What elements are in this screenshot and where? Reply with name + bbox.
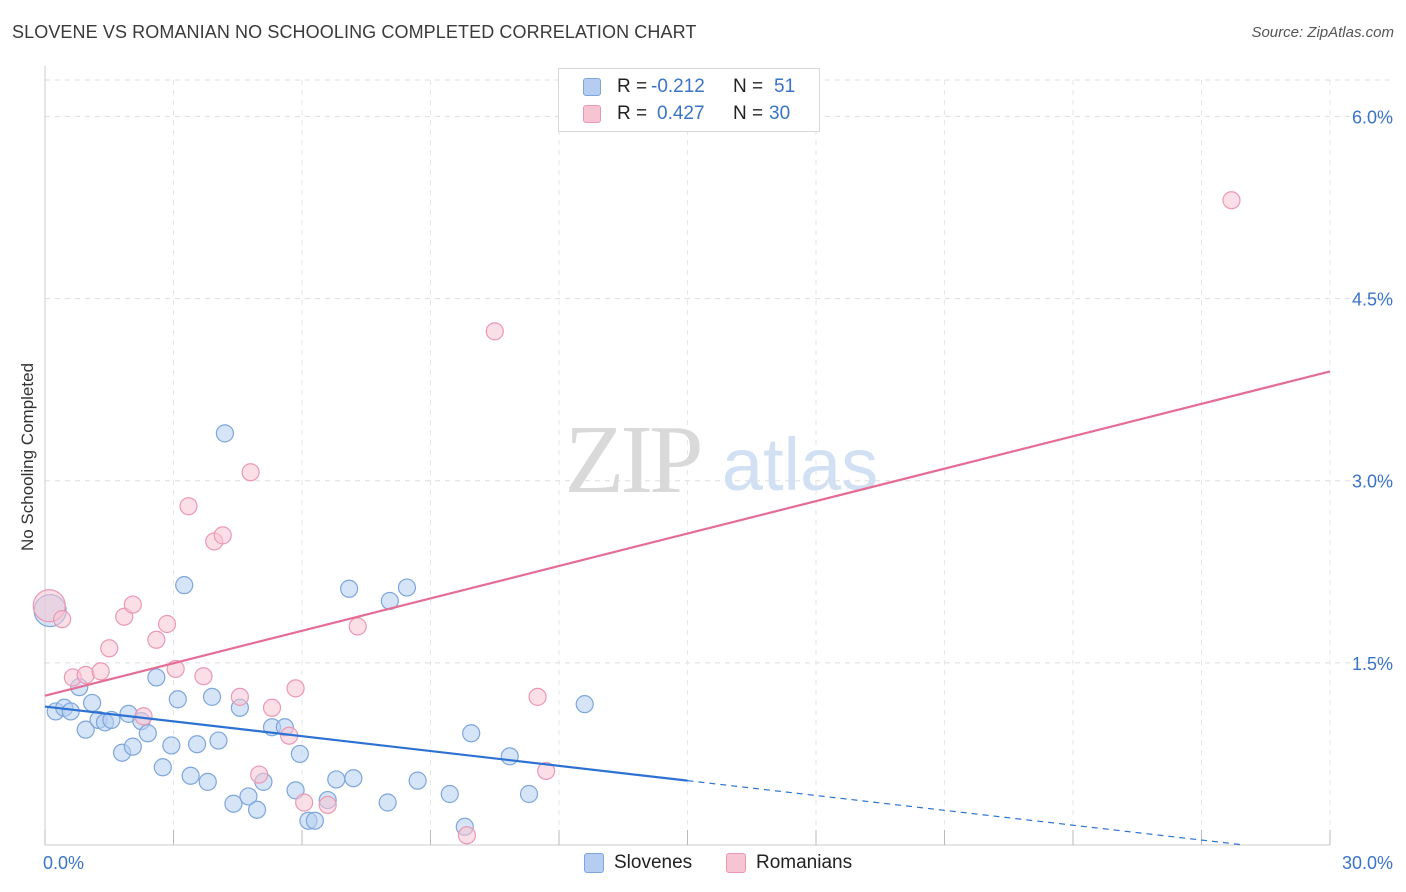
slovenes-point — [209, 731, 228, 750]
trend-layer — [44, 370, 1331, 846]
legend-swatch-slovenes — [583, 78, 601, 96]
romanians-point — [76, 665, 95, 685]
legend-r-label: R = — [617, 76, 648, 97]
bottom-legend-label-romanians: Romanians — [756, 852, 853, 873]
slovenes-point — [147, 668, 166, 687]
legend-r-value: -0.212 — [651, 76, 705, 97]
romanians-point — [1222, 191, 1241, 210]
romanians-point — [147, 630, 166, 649]
bottom-legend-label-slovenes: Slovenes — [614, 852, 693, 873]
romanians-point — [537, 761, 556, 781]
watermark-atlas: atlas — [722, 423, 878, 506]
slovenes-point — [575, 695, 594, 714]
slovenes-point — [378, 793, 397, 812]
y-tick-label: 3.0% — [1352, 472, 1393, 492]
chart-title: SLOVENE VS ROMANIAN NO SCHOOLING COMPLET… — [12, 22, 697, 42]
slovenes-point — [76, 720, 95, 739]
slovenes-point — [83, 693, 102, 713]
romanians-point — [179, 497, 198, 516]
slovenes-point — [168, 690, 187, 709]
romanians-point — [100, 639, 119, 658]
points-layer — [32, 191, 1241, 845]
romanians-point — [528, 687, 547, 706]
legend-r-label: R = — [617, 103, 648, 124]
romanians-point — [241, 463, 260, 482]
romanians-point — [123, 595, 142, 614]
slovenes-point — [153, 758, 172, 777]
bottom-legend-swatch-slovenes — [584, 853, 604, 873]
romanians-point — [91, 662, 110, 681]
source-label: Source: ZipAtlas.com — [1251, 24, 1394, 41]
romanians-point — [213, 526, 232, 545]
slovenes-point — [440, 784, 459, 804]
slovenes-point — [340, 579, 359, 598]
slovenes-trend-extension — [687, 780, 1245, 846]
romanians-point — [318, 795, 337, 815]
slovenes-point — [202, 687, 222, 706]
y-axis-label: No Schooling Completed — [18, 362, 37, 552]
romanians-point — [157, 614, 177, 634]
legend-n-value: 51 — [774, 76, 796, 97]
slovenes-point — [239, 787, 258, 806]
slovenes-point — [175, 576, 194, 595]
slovenes-point — [162, 736, 181, 755]
romanians-point — [295, 793, 314, 812]
romanians-point — [485, 322, 504, 341]
y-tick-label: 4.5% — [1352, 290, 1393, 310]
slovenes-point — [61, 702, 80, 721]
romanians-point — [194, 667, 213, 686]
watermark-zip: ZIP — [565, 406, 700, 514]
slovenes-point — [327, 770, 346, 789]
slovenes-point — [462, 724, 481, 743]
slovenes-point — [519, 784, 539, 804]
correlation-legend: R = -0.212 N = 51 R = 0.427 N = 30 — [558, 68, 820, 132]
slovenes-point — [397, 578, 417, 597]
legend-r-value: 0.427 — [657, 103, 705, 124]
y-tick-label: 6.0% — [1352, 107, 1393, 127]
tick-label-layer: 1.5% 3.0% 4.5% 6.0% 0.0% 30.0% — [43, 107, 1393, 873]
slovenes-point — [305, 811, 324, 830]
slovenes-point — [138, 724, 157, 743]
romanians-point — [262, 698, 282, 717]
romanians-point — [230, 687, 249, 706]
legend-n-value: 30 — [769, 103, 791, 124]
slovenes-point — [344, 769, 363, 788]
slovenes-point — [224, 794, 243, 813]
slovenes-point — [181, 766, 200, 785]
slovenes-point — [215, 424, 234, 443]
slovenes-point — [123, 737, 142, 756]
slovenes-point — [187, 735, 207, 754]
romanians-point — [348, 617, 367, 636]
x-tick-label: 30.0% — [1342, 853, 1393, 873]
slovenes-point — [198, 772, 217, 791]
slovenes-point — [290, 744, 309, 764]
slovenes-point — [500, 747, 519, 766]
y-tick-label: 1.5% — [1352, 654, 1393, 674]
romanians-point — [286, 679, 305, 698]
legend-swatch-romanians — [583, 105, 601, 123]
axis-layer — [44, 66, 1331, 846]
legend-n-label: N = — [733, 76, 764, 97]
slovenes-point — [408, 771, 427, 790]
legend-n-label: N = — [733, 103, 764, 124]
romanians-point — [457, 826, 477, 845]
bottom-legend-swatch-romanians — [726, 853, 746, 873]
x-tick-label: 0.0% — [43, 853, 84, 873]
romanians-point — [250, 765, 269, 784]
romanians-point — [53, 610, 72, 629]
slovenes-trend-line — [44, 705, 688, 782]
slovenes-point — [247, 800, 267, 819]
romanians-trend-line — [44, 370, 1331, 697]
